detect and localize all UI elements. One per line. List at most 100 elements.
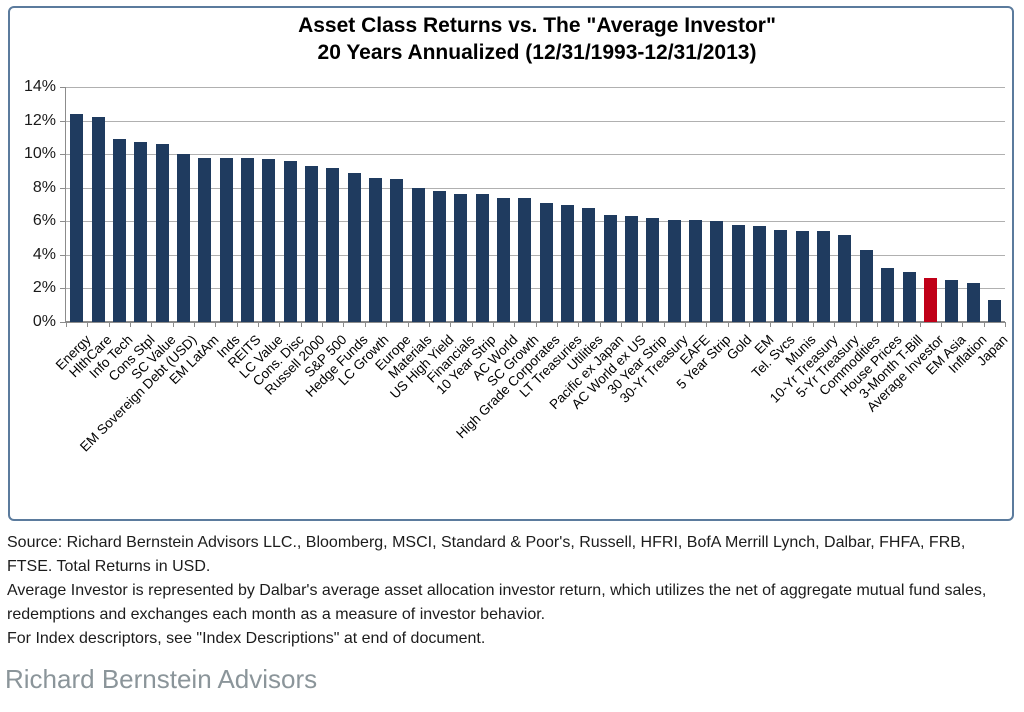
y-tick-mark — [60, 254, 66, 256]
bar — [561, 204, 574, 322]
x-tick-mark — [898, 322, 900, 327]
x-tick-mark — [450, 322, 452, 327]
y-tick-mark — [60, 154, 66, 156]
gridline — [66, 87, 1005, 88]
bar — [838, 234, 852, 322]
chart-title-line1: Asset Class Returns vs. The "Average Inv… — [298, 14, 776, 37]
source-note: Source: Richard Bernstein Advisors LLC.,… — [7, 534, 966, 575]
y-tick-label: 4% — [32, 245, 56, 263]
x-tick-mark — [748, 322, 750, 327]
x-tick-mark — [684, 322, 686, 327]
x-tick-mark — [108, 322, 110, 327]
x-tick-mark — [279, 322, 281, 327]
x-tick-mark — [236, 322, 238, 327]
average-investor-note: Average Investor is represented by Dalba… — [7, 582, 987, 623]
bar — [283, 160, 297, 322]
bar — [774, 229, 788, 322]
bar — [710, 221, 724, 322]
bar — [817, 231, 831, 322]
gridline — [66, 120, 1005, 122]
bar — [240, 157, 254, 322]
x-tick-mark — [663, 322, 665, 327]
x-tick-mark — [599, 322, 601, 327]
index-descriptors-note: For Index descriptors, see "Index Descri… — [7, 630, 486, 647]
bar — [625, 216, 638, 323]
x-tick-mark — [215, 322, 217, 327]
bar — [795, 231, 809, 322]
x-tick-mark — [983, 322, 985, 327]
x-tick-mark — [706, 322, 708, 327]
x-tick-mark — [66, 322, 67, 327]
bar-average-investor — [923, 278, 937, 322]
bar — [390, 179, 404, 322]
y-tick-label: 14% — [23, 78, 56, 95]
x-tick-mark — [962, 322, 964, 327]
x-tick-mark — [130, 322, 131, 327]
bar — [582, 207, 596, 322]
x-tick-mark — [919, 322, 921, 327]
x-tick-mark — [300, 322, 302, 327]
x-tick-mark — [428, 322, 430, 327]
y-tick-label: 8% — [32, 178, 56, 196]
bar — [70, 113, 84, 322]
x-tick-mark — [556, 322, 558, 327]
y-tick-mark — [60, 322, 66, 323]
bar — [902, 271, 916, 322]
y-tick-mark — [60, 221, 66, 223]
y-tick-label: 10% — [23, 145, 56, 163]
bar — [262, 159, 276, 322]
y-tick-mark — [60, 288, 66, 290]
x-tick-mark — [578, 322, 580, 327]
gridline — [66, 187, 1005, 189]
x-tick-mark — [386, 322, 388, 327]
company-logo: Richard Bernstein Advisors — [5, 664, 318, 694]
bar — [539, 202, 553, 322]
chart-title: Asset Class Returns vs. The "Average Inv… — [70, 12, 1004, 66]
x-tick-mark — [514, 322, 516, 327]
bar — [219, 157, 233, 322]
bar — [433, 191, 446, 322]
y-tick-label: 12% — [23, 111, 56, 129]
y-tick-mark — [60, 87, 66, 88]
x-tick-mark — [855, 322, 857, 327]
bar — [689, 219, 703, 322]
x-tick-mark — [535, 322, 537, 327]
y-tick-label: 6% — [32, 212, 56, 230]
x-tick-mark — [642, 322, 644, 327]
bar — [859, 249, 873, 322]
x-tick-mark — [492, 322, 494, 327]
gridline — [66, 288, 1005, 290]
bar — [304, 165, 318, 322]
x-tick-mark — [941, 322, 942, 327]
x-tick-mark — [812, 322, 814, 327]
bar — [497, 197, 510, 322]
x-tick-mark — [407, 322, 409, 327]
bar — [753, 226, 767, 322]
bar — [966, 283, 980, 322]
x-tick-mark — [471, 322, 473, 327]
x-tick-mark — [364, 322, 366, 327]
x-tick-mark — [194, 322, 195, 327]
bar — [112, 139, 126, 322]
y-tick-mark — [60, 187, 66, 189]
x-tick-mark — [172, 322, 174, 327]
y-tick-label: 0% — [32, 313, 56, 330]
footnotes: Source: Richard Bernstein Advisors LLC.,… — [7, 531, 1015, 651]
y-tick-mark — [60, 120, 66, 122]
bar — [347, 172, 361, 322]
x-tick-mark — [620, 322, 622, 327]
x-tick-mark — [834, 322, 836, 327]
bar — [411, 187, 425, 322]
bar — [945, 280, 959, 322]
chart-title-line2: 20 Years Annualized (12/31/1993-12/31/20… — [317, 41, 757, 64]
x-tick-mark — [87, 322, 89, 327]
bar — [155, 144, 169, 322]
bar — [518, 197, 532, 322]
gridline — [66, 254, 1005, 256]
bar — [987, 300, 1001, 322]
bar — [198, 157, 212, 322]
bar — [881, 268, 895, 322]
bar — [667, 219, 681, 322]
x-tick-mark — [322, 322, 324, 327]
